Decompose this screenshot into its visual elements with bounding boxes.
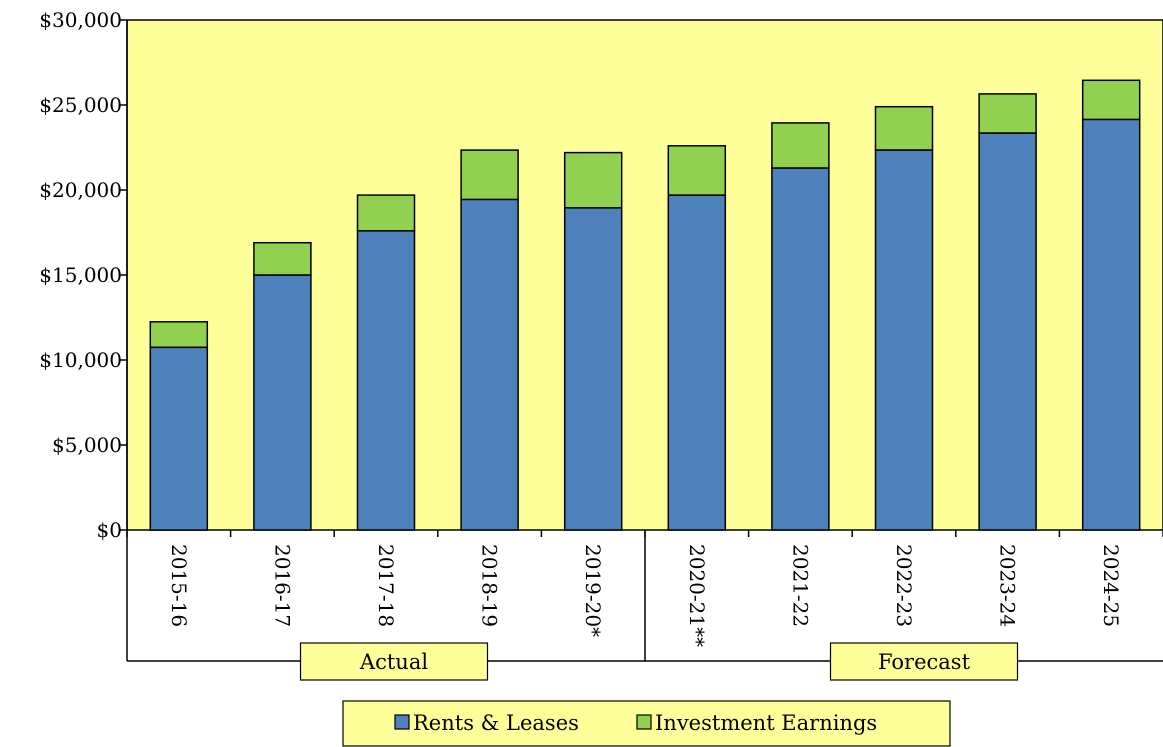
bar-investment-2023-24: [978, 93, 1037, 134]
bar-rents-2023-24: [978, 132, 1037, 531]
x-category-label: 2022-23: [892, 544, 916, 627]
y-tick-label: $20,000: [39, 178, 122, 202]
y-tick-label: $10,000: [39, 348, 122, 372]
group-label: Actual: [359, 650, 428, 674]
legend-swatch-rents: [394, 714, 410, 730]
x-category-label: 2019-20*: [581, 544, 605, 637]
x-category-label: 2024-25: [1099, 544, 1123, 627]
bar-investment-2017-18: [356, 194, 416, 232]
x-category-label: 2020-21**: [685, 544, 709, 647]
legend: Rents & Leases Investment Earnings: [342, 700, 951, 747]
bar-rents-2020-21ss: [667, 194, 727, 531]
legend-label-rents: Rents & Leases: [413, 711, 579, 735]
bar-investment-2015-16: [149, 321, 209, 349]
x-category-label: 2016-17: [270, 544, 294, 627]
y-tick-label: $15,000: [39, 263, 122, 287]
x-category-label: 2023-24: [996, 544, 1020, 627]
bar-rents-2024-25: [1081, 118, 1141, 531]
bar-investment-2022-23: [874, 105, 934, 151]
legend-label-investment: Investment Earnings: [655, 711, 877, 735]
y-tick-label: $0: [97, 518, 122, 542]
bar-investment-2016-17: [253, 241, 312, 276]
group-label-box: [829, 642, 1019, 681]
bar-rents-2021-22: [771, 167, 830, 531]
bar-rents-2015-16: [149, 346, 209, 531]
bar-investment-2020-21ss: [667, 145, 727, 196]
y-tick-label: $30,000: [39, 8, 122, 32]
y-axis: $0 $5,000 $10,000 $15,000 $20,000 $25,000 $30,…: [39, 8, 128, 542]
x-category-label: 2015-16: [167, 544, 191, 627]
x-category-label: 2017-18: [374, 544, 398, 627]
x-axis-table: 2015-16 2016-17 2017-18 2018-19 2019-20* 2020…: [126, 530, 1163, 681]
bar-investment-2021-22: [771, 122, 830, 169]
y-tick-label: $5,000: [52, 433, 122, 457]
x-category-label: 2018-19: [478, 544, 502, 627]
bar-rents-2018-19: [460, 198, 519, 531]
group-label: Forecast: [878, 650, 971, 674]
bar-investment-2018-19: [460, 149, 519, 201]
bar-rents-2017-18: [356, 230, 416, 531]
legend-swatch-investment: [636, 714, 652, 730]
y-tick-label: $25,000: [39, 93, 122, 117]
bar-rents-2019-20s: [563, 207, 623, 531]
x-category-label: 2021-22: [788, 544, 812, 627]
bars-group: [149, 79, 1141, 531]
bar-rents-2016-17: [253, 274, 312, 531]
bar-investment-2024-25: [1081, 79, 1141, 121]
group-label-box: [299, 642, 489, 681]
bar-rents-2022-23: [874, 149, 934, 531]
bar-investment-2019-20s: [563, 151, 623, 209]
